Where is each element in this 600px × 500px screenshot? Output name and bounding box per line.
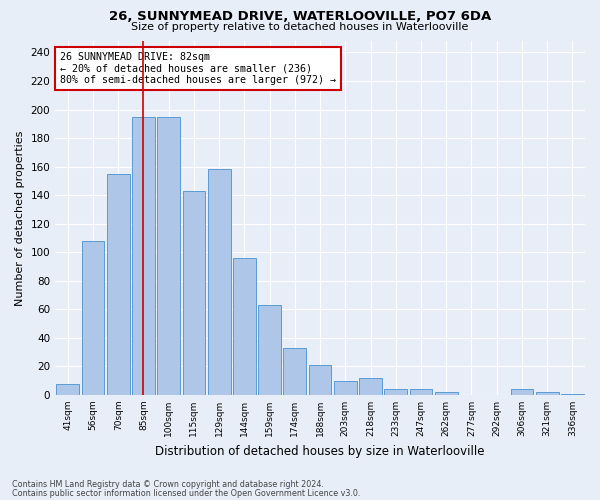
Bar [132, 116, 155, 395]
Bar [157, 116, 180, 395]
Bar [309, 365, 331, 395]
Bar [107, 174, 130, 395]
Text: Contains HM Land Registry data © Crown copyright and database right 2024.: Contains HM Land Registry data © Crown c… [12, 480, 324, 489]
Bar [182, 191, 205, 395]
Bar [56, 384, 79, 395]
Text: 26, SUNNYMEAD DRIVE, WATERLOOVILLE, PO7 6DA: 26, SUNNYMEAD DRIVE, WATERLOOVILLE, PO7 … [109, 10, 491, 23]
X-axis label: Distribution of detached houses by size in Waterlooville: Distribution of detached houses by size … [155, 444, 485, 458]
Bar [511, 389, 533, 395]
Bar [283, 348, 306, 395]
Bar [536, 392, 559, 395]
Bar [561, 394, 584, 395]
Bar [233, 258, 256, 395]
Bar [258, 305, 281, 395]
Text: Contains public sector information licensed under the Open Government Licence v3: Contains public sector information licen… [12, 488, 361, 498]
Bar [82, 241, 104, 395]
Bar [435, 392, 458, 395]
Text: Size of property relative to detached houses in Waterlooville: Size of property relative to detached ho… [131, 22, 469, 32]
Bar [410, 389, 433, 395]
Bar [359, 378, 382, 395]
Bar [385, 389, 407, 395]
Bar [208, 170, 230, 395]
Y-axis label: Number of detached properties: Number of detached properties [15, 130, 25, 306]
Bar [334, 380, 356, 395]
Text: 26 SUNNYMEAD DRIVE: 82sqm
← 20% of detached houses are smaller (236)
80% of semi: 26 SUNNYMEAD DRIVE: 82sqm ← 20% of detac… [61, 52, 337, 85]
